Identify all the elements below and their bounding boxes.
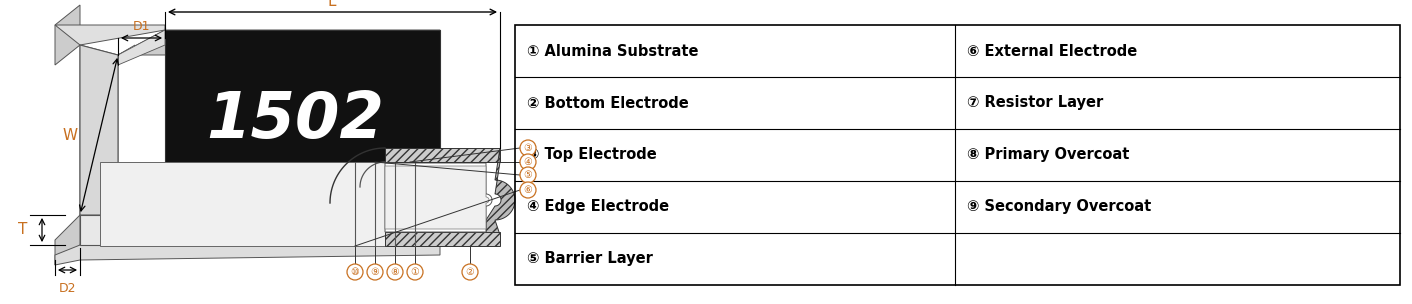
Polygon shape — [80, 215, 441, 245]
Text: ② Bottom Electrode: ② Bottom Electrode — [527, 95, 689, 110]
Text: D1: D1 — [133, 20, 150, 33]
Polygon shape — [119, 45, 136, 55]
Text: D2: D2 — [58, 282, 76, 295]
Polygon shape — [385, 163, 491, 232]
Circle shape — [462, 264, 479, 280]
Text: ⑤ Barrier Layer: ⑤ Barrier Layer — [527, 251, 652, 267]
Text: ④ Edge Electrode: ④ Edge Electrode — [527, 199, 669, 215]
Polygon shape — [385, 166, 489, 229]
Polygon shape — [165, 30, 441, 205]
Text: ⑧ Primary Overcoat: ⑧ Primary Overcoat — [967, 147, 1130, 163]
Text: ⑤: ⑤ — [524, 170, 532, 180]
Text: ① Alumina Substrate: ① Alumina Substrate — [527, 43, 699, 58]
Polygon shape — [100, 162, 385, 246]
Polygon shape — [119, 30, 441, 55]
Polygon shape — [385, 148, 500, 162]
Text: ⑥ External Electrode: ⑥ External Electrode — [967, 43, 1137, 58]
Polygon shape — [55, 25, 165, 45]
Polygon shape — [486, 148, 515, 235]
Text: ⑥: ⑥ — [524, 185, 532, 195]
Circle shape — [520, 140, 537, 156]
Circle shape — [520, 167, 537, 183]
Circle shape — [347, 264, 363, 280]
Circle shape — [367, 264, 383, 280]
Text: ④: ④ — [524, 157, 532, 167]
Text: ⑨ Secondary Overcoat: ⑨ Secondary Overcoat — [967, 199, 1151, 215]
Circle shape — [387, 264, 402, 280]
Polygon shape — [385, 232, 500, 246]
Text: ②: ② — [466, 267, 474, 277]
Text: ①: ① — [411, 267, 419, 277]
Text: ③ Top Electrode: ③ Top Electrode — [527, 147, 657, 163]
Polygon shape — [80, 45, 119, 215]
Text: L: L — [328, 0, 336, 9]
Text: ⑦ Resistor Layer: ⑦ Resistor Layer — [967, 95, 1103, 110]
Text: ⑧: ⑧ — [391, 267, 400, 277]
Polygon shape — [55, 215, 80, 265]
Text: ③: ③ — [524, 143, 532, 153]
Polygon shape — [55, 245, 441, 265]
Bar — [515, 25, 1401, 285]
Text: ⑩: ⑩ — [350, 267, 360, 277]
Circle shape — [520, 182, 537, 198]
Polygon shape — [80, 45, 119, 215]
Polygon shape — [55, 5, 80, 65]
Text: 1502: 1502 — [206, 89, 384, 151]
Circle shape — [407, 264, 424, 280]
Circle shape — [520, 154, 537, 170]
Polygon shape — [119, 30, 165, 65]
Text: T: T — [17, 223, 27, 237]
Text: ⑨: ⑨ — [370, 267, 380, 277]
Text: W: W — [64, 127, 78, 143]
